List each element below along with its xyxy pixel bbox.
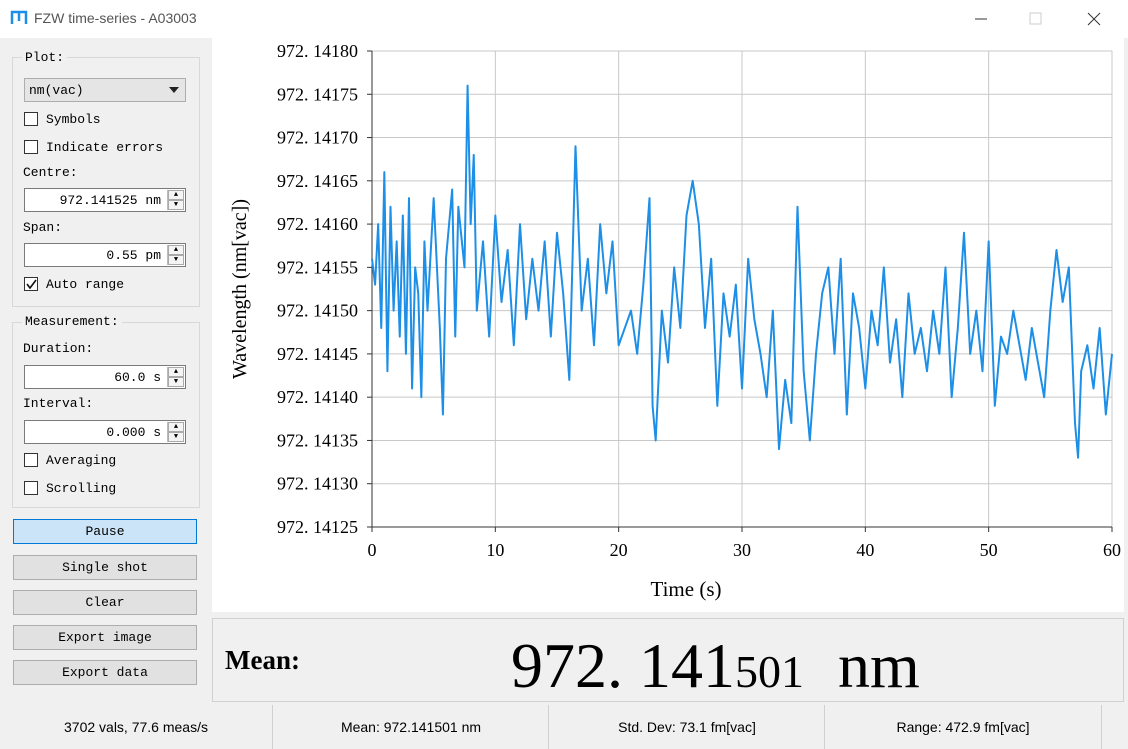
- x-tick-label: 40: [856, 540, 874, 560]
- spin-arrows: ▲ ▼: [167, 422, 184, 442]
- group-label: Plot:: [22, 50, 68, 65]
- mean-major: 972. 141: [511, 630, 735, 701]
- mean-minor: 501: [735, 646, 804, 697]
- spin-arrows: ▲ ▼: [167, 245, 184, 265]
- export-data-button[interactable]: Export data: [13, 660, 197, 685]
- spinbox-text: 0.55 pm: [106, 248, 161, 263]
- status-mean: Mean: 972.141501 nm: [272, 705, 549, 749]
- chart-background: [212, 38, 1124, 612]
- data-line: [371, 84, 1113, 459]
- field-label: Centre:: [23, 165, 78, 180]
- mean-label: Mean:: [225, 645, 300, 675]
- field-label: Duration:: [23, 341, 94, 356]
- checkbox-label: Auto range: [46, 277, 125, 292]
- checkbox-label: Symbols: [46, 112, 101, 127]
- x-tick-label: 10: [486, 540, 504, 560]
- status-range: Range: 472.9 fm[vac]: [824, 705, 1102, 749]
- y-tick-label: 972. 14160: [277, 214, 358, 234]
- spin-arrows: ▲ ▼: [167, 190, 184, 210]
- single-shot-button[interactable]: Single shot: [13, 555, 197, 580]
- export-image-button[interactable]: Export image: [13, 625, 197, 650]
- checkbox[interactable]: [24, 112, 38, 126]
- window-controls[interactable]: [960, 0, 1128, 38]
- y-tick-label: 972. 14170: [277, 128, 358, 148]
- spin-arrows: ▲ ▼: [167, 367, 184, 387]
- mean-panel: Mean: 972. 141501 nm: [212, 618, 1124, 702]
- y-tick-label: 972. 14155: [277, 257, 358, 277]
- x-axis-label: Time (s): [651, 577, 722, 601]
- pause-button[interactable]: Pause: [13, 519, 197, 544]
- y-tick-label: 972. 14180: [277, 41, 358, 61]
- check-mark: [26, 279, 37, 290]
- duration-spinbox[interactable]: 60.0 s ▲ ▼: [24, 365, 186, 389]
- mean-unit: nm: [838, 630, 920, 701]
- y-tick-label: 972. 14135: [277, 430, 358, 450]
- x-tick-label: 50: [980, 540, 998, 560]
- y-tick-label: 972. 14145: [277, 344, 358, 364]
- field-label: Interval:: [23, 396, 94, 411]
- chart: Time (s) Wavelength (nm[vac]) 972. 14180…: [212, 38, 1124, 612]
- centre-spinbox[interactable]: 972.141525 nm ▲ ▼: [24, 188, 186, 212]
- interval-spinbox[interactable]: 0.000 s ▲ ▼: [24, 420, 186, 444]
- unit-dropdown[interactable]: nm(vac): [24, 78, 186, 102]
- checkbox[interactable]: [24, 277, 38, 291]
- x-tick-label: 60: [1103, 540, 1121, 560]
- span-spinbox[interactable]: 0.55 pm ▲ ▼: [24, 243, 186, 267]
- y-tick-label: 972. 14130: [277, 474, 358, 494]
- y-tick-label: 972. 14140: [277, 387, 358, 407]
- window-title: FZW time-series - A03003: [34, 10, 197, 26]
- checkbox[interactable]: [24, 481, 38, 495]
- spinbox-text: 972.141525 nm: [59, 193, 161, 208]
- status-stddev: Std. Dev: 73.1 fm[vac]: [548, 705, 825, 749]
- field-label: Span:: [23, 220, 63, 235]
- y-tick-label: 972. 14150: [277, 301, 358, 321]
- dropdown-text: nm(vac): [29, 83, 84, 98]
- x-tick-label: 30: [733, 540, 751, 560]
- dropdown-arrow: [169, 87, 179, 93]
- y-axis-label: Wavelength (nm[vac]): [229, 199, 251, 379]
- checkbox-label: Indicate errors: [46, 140, 164, 155]
- x-tick-label: 0: [368, 540, 377, 560]
- x-tick-label: 20: [610, 540, 628, 560]
- title-bar: FZW time-series - A03003: [0, 0, 1128, 38]
- status-count: 3702 vals, 77.6 meas/s: [64, 719, 208, 735]
- checkbox[interactable]: [24, 453, 38, 467]
- checkbox[interactable]: [24, 140, 38, 154]
- spinbox-text: 0.000 s: [106, 425, 161, 440]
- spinbox-text: 60.0 s: [114, 370, 161, 385]
- app-icon: [10, 10, 28, 24]
- y-tick-label: 972. 14165: [277, 171, 358, 191]
- clear-button[interactable]: Clear: [13, 590, 197, 615]
- y-tick-label: 972. 14125: [277, 517, 358, 537]
- checkbox-label: Averaging: [46, 453, 117, 468]
- mean-value: 972. 141501 nm: [511, 631, 920, 707]
- group-label: Measurement:: [22, 314, 122, 329]
- y-tick-label: 972. 14175: [277, 84, 358, 104]
- plot-group: [12, 57, 200, 307]
- checkbox-label: Scrolling: [46, 481, 117, 496]
